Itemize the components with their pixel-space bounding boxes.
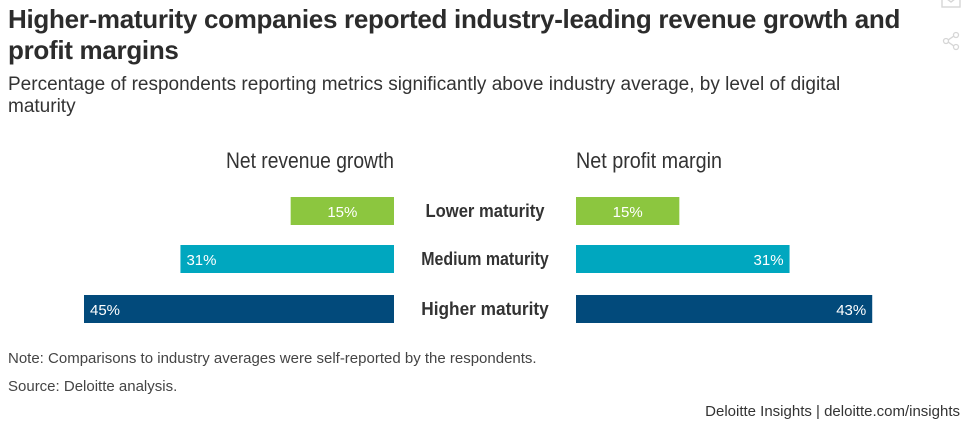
data-label-revenue: 31% (186, 252, 216, 269)
data-label-revenue: 45% (90, 302, 120, 319)
butterfly-bar-chart: Net revenue growth Net profit margin Lower… (84, 148, 873, 323)
category-label: Lower maturity (426, 201, 545, 221)
bar-profit (576, 245, 790, 273)
chart-source: Source: Deloitte analysis. (8, 378, 178, 395)
bar-profit (576, 197, 680, 225)
category-label: Higher maturity (421, 299, 549, 319)
share-icon[interactable] (940, 30, 962, 52)
footer-credit: Deloitte Insights | deloitte.com/insight… (705, 403, 960, 420)
bar-revenue (290, 197, 394, 225)
category-label: Medium maturity (421, 249, 549, 269)
data-label-profit: 31% (754, 252, 784, 269)
chart-note: Note: Comparisons to industry averages w… (8, 350, 537, 367)
bar-revenue (84, 295, 394, 323)
bar-revenue (180, 245, 394, 273)
data-label-profit: 43% (836, 302, 866, 319)
bar-profit (576, 295, 873, 323)
data-label-profit: 15% (613, 204, 643, 221)
series-header-profit: Net profit margin (576, 148, 722, 173)
email-icon[interactable] (940, 0, 962, 12)
chart-title: Higher-maturity companies reported indus… (8, 4, 901, 65)
series-header-revenue: Net revenue growth (226, 148, 394, 173)
data-label-revenue: 15% (327, 204, 357, 221)
chart-subtitle: Percentage of respondents reporting metr… (8, 74, 841, 117)
